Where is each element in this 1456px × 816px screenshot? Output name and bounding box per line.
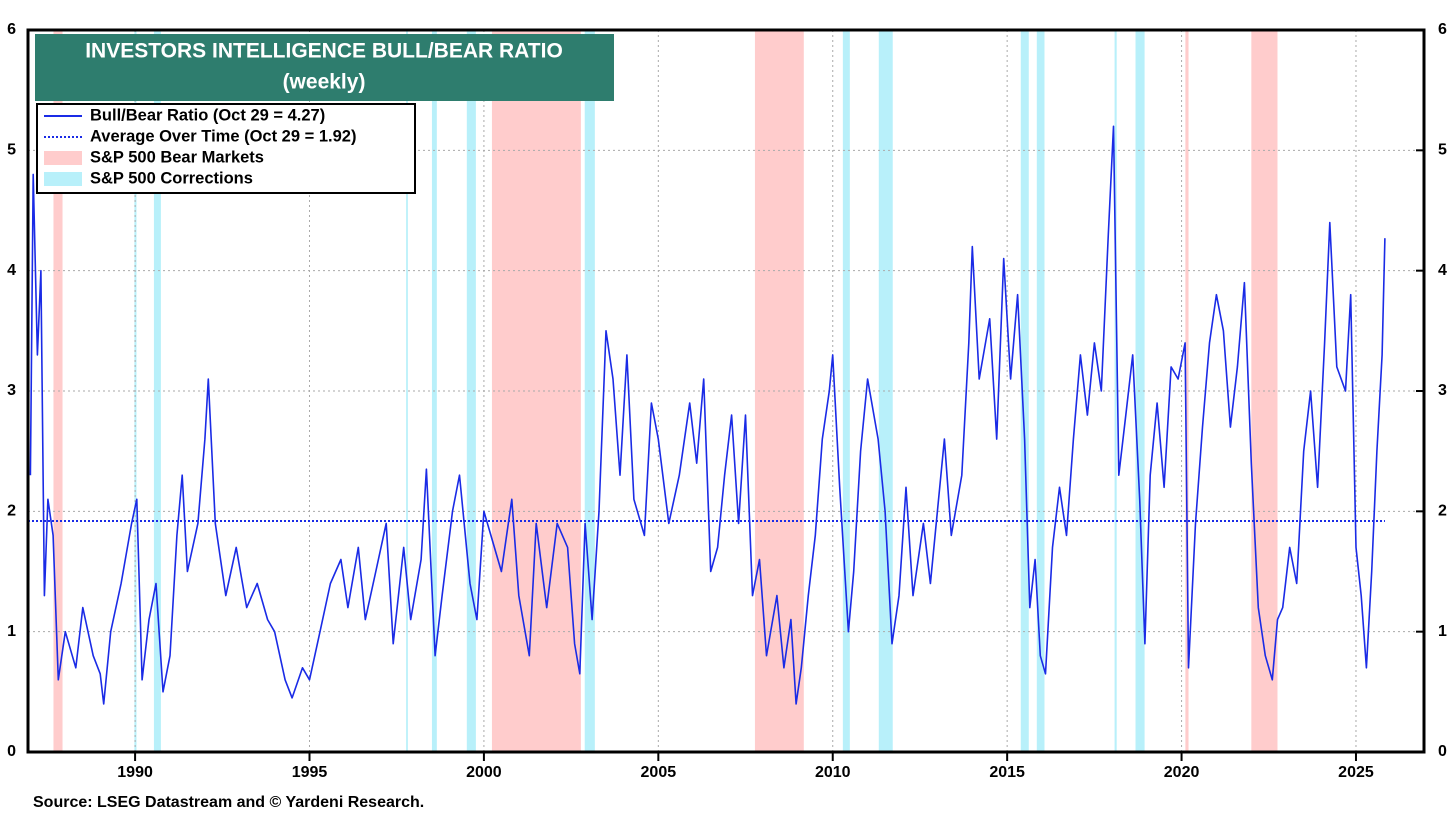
shaded-span bbox=[1036, 30, 1045, 752]
shaded-span bbox=[878, 30, 893, 752]
shaded-span bbox=[406, 30, 408, 752]
x-tick-label: 2005 bbox=[641, 764, 677, 781]
y2-tick-label: 6 bbox=[1438, 21, 1447, 38]
x-tick-label: 2010 bbox=[815, 764, 851, 781]
shaded-span bbox=[1114, 30, 1117, 752]
shaded-span bbox=[1135, 30, 1145, 752]
y2-tick-label: 4 bbox=[1438, 262, 1447, 279]
y2-tick-label: 3 bbox=[1438, 382, 1447, 399]
y2-tick-label: 0 bbox=[1438, 743, 1447, 760]
title-box bbox=[35, 34, 614, 101]
shaded-span bbox=[153, 30, 161, 752]
chart-title: INVESTORS INTELLIGENCE BULL/BEAR RATIO bbox=[85, 40, 563, 63]
y2-tick-label: 1 bbox=[1438, 623, 1447, 640]
y-tick-label: 5 bbox=[7, 142, 16, 159]
x-tick-label: 1990 bbox=[117, 764, 153, 781]
y2-tick-label: 5 bbox=[1438, 142, 1447, 159]
x-tick-label: 2000 bbox=[466, 764, 502, 781]
shaded-span bbox=[466, 30, 476, 752]
x-tick-label: 1995 bbox=[292, 764, 328, 781]
x-tick-label: 2020 bbox=[1164, 764, 1200, 781]
legend-swatch bbox=[44, 172, 82, 186]
chart-subtitle: (weekly) bbox=[283, 71, 366, 94]
legend-box bbox=[36, 103, 416, 194]
x-tick-label: 2025 bbox=[1338, 764, 1374, 781]
y-tick-label: 6 bbox=[7, 21, 16, 38]
y-tick-label: 0 bbox=[7, 743, 16, 760]
y-tick-label: 3 bbox=[7, 382, 16, 399]
data-layer bbox=[28, 125, 1386, 705]
legend-label: Average Over Time (Oct 29 = 1.92) bbox=[90, 127, 356, 145]
x-tick-label: 2015 bbox=[989, 764, 1025, 781]
y-tick-label: 4 bbox=[7, 262, 16, 279]
y-tick-label: 1 bbox=[7, 623, 16, 640]
axes-layer: 0 0 1 1 2 2 3 3 4 4 5 5 6 6 1990 1995 2000 2005 2010 2015 20… bbox=[7, 21, 1447, 781]
source-note: Source: LSEG Datastream and © Yardeni Re… bbox=[33, 794, 424, 811]
data-line bbox=[29, 125, 1386, 705]
shaded-span bbox=[842, 30, 850, 752]
shaded-span bbox=[491, 30, 581, 752]
legend: Bull/Bear Ratio (Oct 29 = 4.27) Average O… bbox=[44, 106, 356, 187]
legend-label: Bull/Bear Ratio (Oct 29 = 4.27) bbox=[90, 106, 325, 124]
y2-tick-label: 2 bbox=[1438, 503, 1447, 520]
shaded-span bbox=[1185, 30, 1189, 752]
legend-label: S&P 500 Corrections bbox=[90, 169, 253, 187]
legend-swatch bbox=[44, 151, 82, 165]
shaded-span bbox=[53, 30, 63, 752]
legend-label: S&P 500 Bear Markets bbox=[90, 148, 264, 166]
y-tick-label: 2 bbox=[7, 503, 16, 520]
